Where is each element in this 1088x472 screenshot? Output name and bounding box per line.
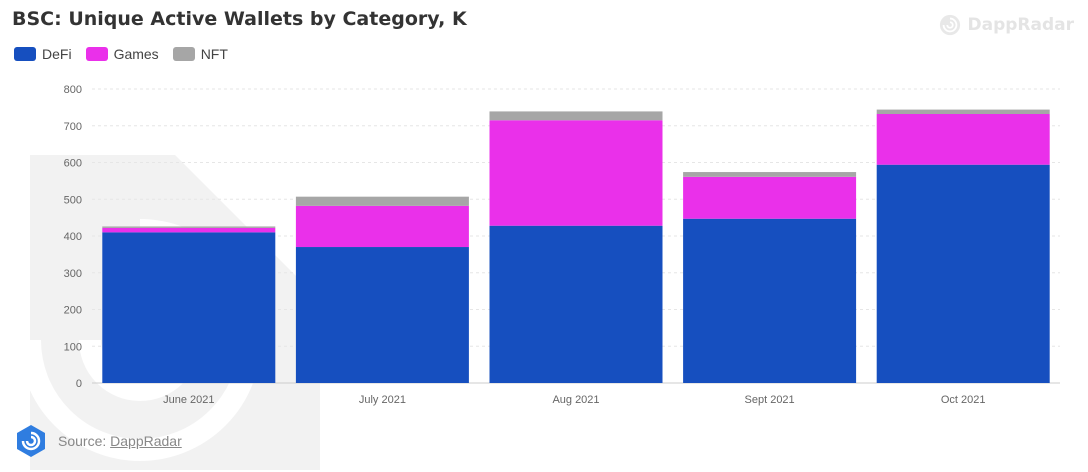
x-tick-label: Sept 2021 xyxy=(745,394,795,406)
y-tick-label: 600 xyxy=(64,158,82,170)
legend: DeFi Games NFT xyxy=(14,46,228,62)
bar-segment-nft[interactable] xyxy=(295,196,469,206)
x-tick-label: Oct 2021 xyxy=(941,394,986,406)
y-tick-label: 400 xyxy=(64,231,82,243)
bar-segment-nft[interactable] xyxy=(489,111,663,121)
chart-title: BSC: Unique Active Wallets by Category, … xyxy=(12,8,467,30)
bar-segment-defi[interactable] xyxy=(295,247,469,383)
x-tick-label: Aug 2021 xyxy=(552,394,599,406)
y-tick-label: 300 xyxy=(64,268,82,280)
source-link[interactable]: DappRadar xyxy=(110,433,182,449)
y-tick-label: 100 xyxy=(64,341,82,353)
legend-swatch-defi xyxy=(14,47,36,61)
legend-swatch-games xyxy=(85,47,108,61)
legend-label-nft: NFT xyxy=(200,46,228,62)
source-footer: Source: DappRadar xyxy=(14,424,182,458)
bar-segment-nft[interactable] xyxy=(876,109,1050,114)
bar-segment-games[interactable] xyxy=(876,113,1050,165)
source-prefix: Source: xyxy=(58,433,107,449)
y-tick-label: 800 xyxy=(64,84,82,96)
bar-segment-games[interactable] xyxy=(683,176,857,219)
y-tick-label: 700 xyxy=(64,121,82,133)
legend-item-games[interactable]: Games xyxy=(85,46,159,62)
bar-segment-games[interactable] xyxy=(489,120,663,226)
dappradar-logo-icon xyxy=(17,425,45,457)
dappradar-logo-icon xyxy=(940,14,961,36)
bar-segment-defi[interactable] xyxy=(489,225,663,383)
brand-name: DappRadar xyxy=(967,15,1074,35)
bar-segment-games[interactable] xyxy=(295,205,469,248)
bar-segment-defi[interactable] xyxy=(683,218,857,383)
bar-segment-games[interactable] xyxy=(102,227,276,233)
bar-segment-defi[interactable] xyxy=(876,164,1050,383)
x-tick-label: June 2021 xyxy=(163,394,214,406)
legend-item-nft[interactable]: NFT xyxy=(172,46,228,62)
legend-swatch-nft xyxy=(172,47,195,61)
legend-label-games: Games xyxy=(113,46,159,62)
bar-segment-defi[interactable] xyxy=(102,232,276,383)
bar-segment-nft[interactable] xyxy=(683,172,857,177)
legend-label-defi: DeFi xyxy=(42,46,72,62)
y-tick-label: 200 xyxy=(64,305,82,317)
y-tick-label: 0 xyxy=(76,378,82,390)
x-tick-label: July 2021 xyxy=(359,394,406,406)
legend-item-defi[interactable]: DeFi xyxy=(14,46,72,62)
brand-watermark: DappRadar xyxy=(939,14,1074,36)
bar-segment-nft[interactable] xyxy=(102,226,276,228)
y-tick-label: 500 xyxy=(64,194,82,206)
